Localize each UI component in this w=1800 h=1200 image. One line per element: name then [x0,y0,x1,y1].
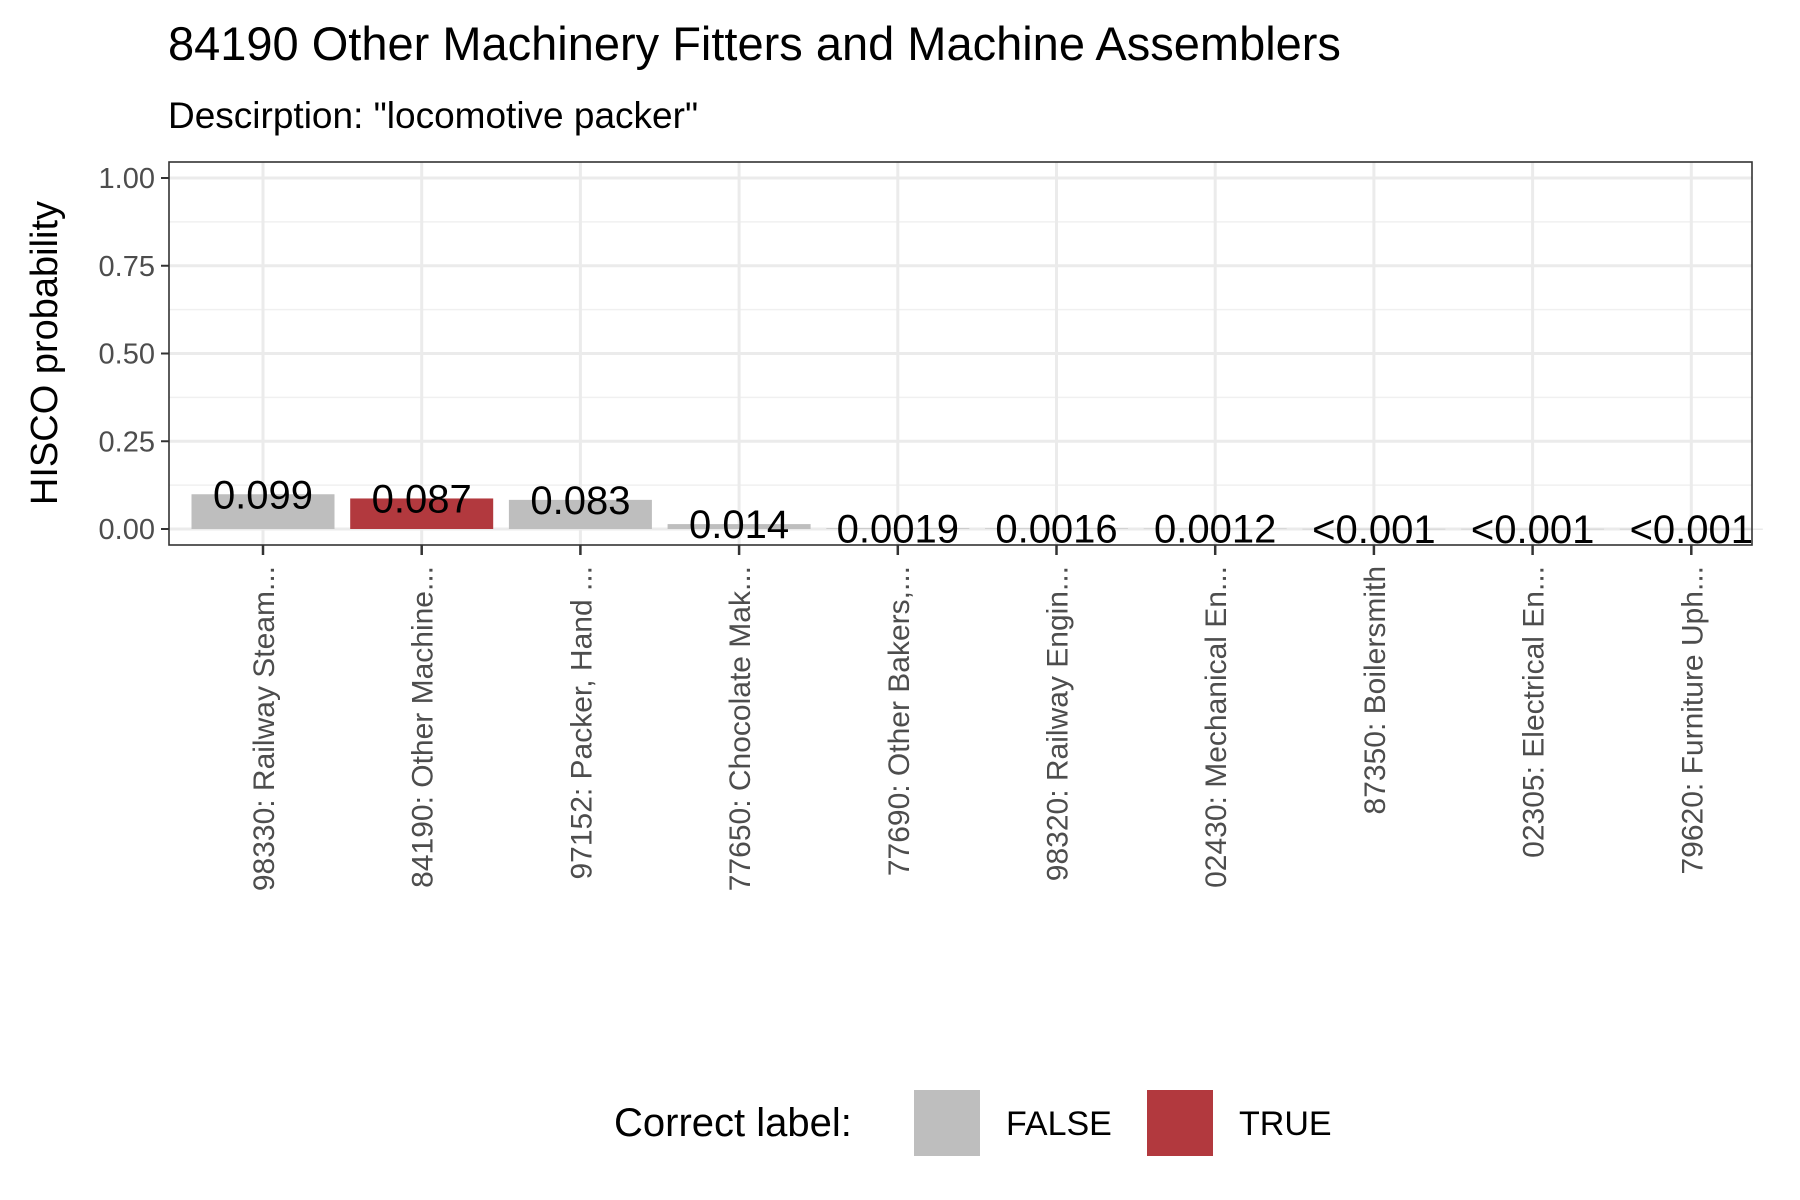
chart-subtitle: Descirption: "locomotive packer" [168,95,698,136]
data-label: 0.099 [213,473,313,517]
bar [191,494,335,529]
bar [1619,528,1763,530]
x-tick-label: 97152: Packer, Hand ... [565,566,598,880]
x-tick-label: 98320: Railway Engin... [1042,566,1075,881]
legend-label-false: FALSE [1006,1105,1112,1143]
legend-swatch-true [1147,1090,1213,1156]
bar [1143,528,1287,530]
x-tick-label: 84190: Other Machine... [407,566,440,888]
y-tick-label: 1.00 [99,163,155,195]
chart-title: 84190 Other Machinery Fitters and Machin… [168,17,1341,70]
y-axis: 0.00 0.25 0.50 0.75 1.00 [99,163,169,546]
data-label: 0.014 [689,503,789,547]
x-axis: 98330: Railway Steam... 84190: Other Mach… [248,545,1709,891]
grid [169,162,1752,545]
x-tick-label: 77650: Chocolate Mak... [724,566,757,891]
data-label: 0.087 [372,477,472,521]
legend-label-true: TRUE [1239,1105,1332,1143]
x-tick-label: 87350: Boilersmith [1359,566,1392,814]
bar [350,498,494,529]
bar [985,528,1128,529]
data-label: 0.083 [530,479,630,523]
data-label: 0.0019 [837,507,959,551]
bar [508,499,652,529]
x-tick-label: 02430: Mechanical En... [1200,566,1233,888]
y-tick-label: 0.50 [99,339,155,371]
bar [667,524,811,529]
bars [191,494,1763,530]
y-tick-label: 0.00 [99,514,155,546]
x-tick-label: 02305: Electrical En... [1518,566,1551,858]
legend: Correct label: FALSE TRUE [614,1090,1332,1156]
bar [1302,528,1446,530]
bar [1461,528,1605,530]
x-tick-label: 79620: Furniture Uph... [1676,566,1709,875]
x-tick-label: 77690: Other Bakers,... [883,566,916,876]
data-label: 0.0016 [995,507,1117,551]
legend-title: Correct label: [614,1101,852,1145]
y-tick-label: 0.75 [99,251,155,283]
y-tick-label: 0.25 [99,426,155,458]
bar [826,528,970,529]
y-axis-label: HISCO probability [24,201,66,505]
legend-swatch-false [914,1090,980,1156]
x-tick-label: 98330: Railway Steam... [248,566,281,891]
